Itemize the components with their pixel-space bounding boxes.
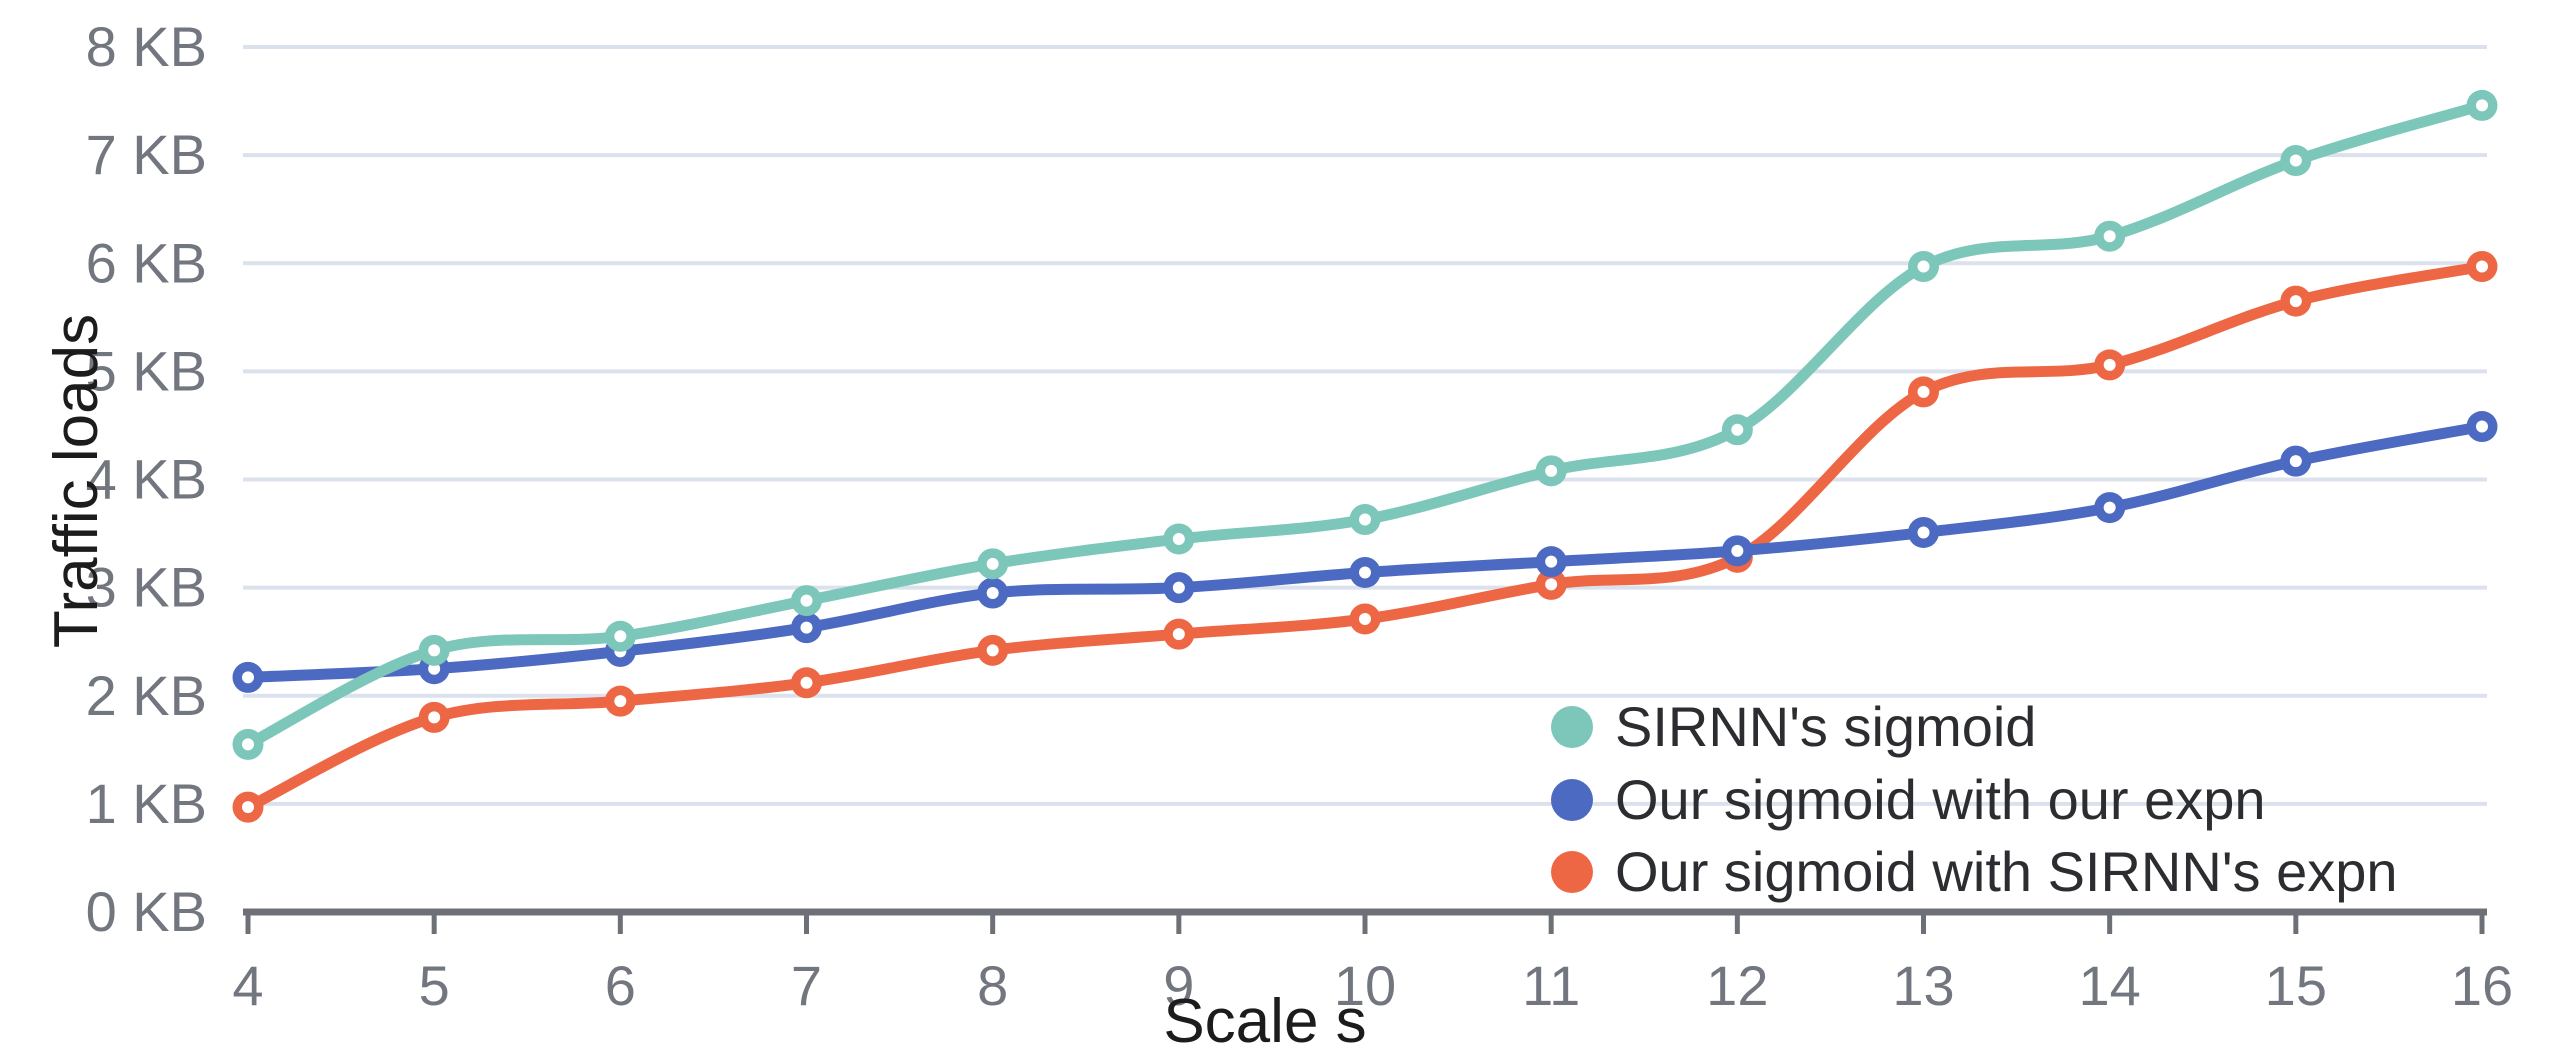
data-point-hole-sirnn-s-sigmoid-x15 <box>2289 154 2302 167</box>
series-line-sirnn-s-sigmoid <box>242 99 2488 750</box>
data-point-hole-sirnn-s-sigmoid-x5 <box>428 644 441 657</box>
data-point-hole-our-sigmoid-with-sirnn-s-expn-x14 <box>2103 358 2116 371</box>
data-point-hole-our-sigmoid-with-sirnn-s-expn-x16 <box>2476 260 2488 273</box>
x-tick-label-4: 4 <box>232 954 263 1017</box>
data-point-hole-our-sigmoid-with-sirnn-s-expn-x5 <box>428 711 441 724</box>
y-tick-label-2kb: 2 KB <box>86 664 207 727</box>
data-point-hole-our-sigmoid-with-sirnn-s-expn-x7 <box>800 676 813 689</box>
data-point-hole-our-sigmoid-with-sirnn-s-expn-x4 <box>242 801 254 814</box>
x-tick-label-13: 13 <box>1892 954 1954 1017</box>
legend-item-our-sigmoid-sirnns-expn: Our sigmoid with SIRNN's expn <box>1551 840 2398 903</box>
data-point-hole-our-sigmoid-with-sirnn-s-expn-x15 <box>2289 295 2302 308</box>
y-tick-label-6kb: 6 KB <box>86 231 207 294</box>
legend-item-our-sigmoid-our-expn: Our sigmoid with our expn <box>1551 768 2266 831</box>
series-layer <box>232 89 2498 823</box>
data-point-hole-our-sigmoid-with-sirnn-s-expn-x9 <box>1172 628 1185 641</box>
x-tick-label-8: 8 <box>977 954 1008 1017</box>
legend-marker-orange-icon <box>1551 851 1593 893</box>
data-point-hole-our-sigmoid-with-sirnn-s-expn-x13 <box>1917 385 1930 398</box>
y-tick-label-5kb: 5 KB <box>86 339 207 402</box>
data-point-hole-sirnn-s-sigmoid-x9 <box>1172 532 1185 545</box>
data-point-hole-sirnn-s-sigmoid-x13 <box>1917 260 1930 273</box>
x-tick-label-14: 14 <box>2079 954 2141 1017</box>
legend-marker-teal-icon <box>1551 706 1593 748</box>
axis-layer <box>243 908 2487 934</box>
y-tick-label-3kb: 3 KB <box>86 556 207 619</box>
y-tick-label-8kb: 8 KB <box>86 15 207 78</box>
y-tick-label-0kb: 0 KB <box>86 880 207 943</box>
data-point-hole-sirnn-s-sigmoid-x7 <box>800 594 813 607</box>
data-point-hole-our-sigmoid-with-sirnn-s-expn-x11 <box>1545 578 1558 591</box>
legend-item-sirnns-sigmoid: SIRNN's sigmoid <box>1551 695 2036 758</box>
data-point-hole-sirnn-s-sigmoid-x14 <box>2103 230 2116 243</box>
data-point-hole-our-sigmoid-with-our-expn-x4 <box>242 671 254 684</box>
x-tick-label-5: 5 <box>419 954 450 1017</box>
data-point-hole-our-sigmoid-with-our-expn-x13 <box>1917 526 1930 539</box>
data-point-hole-our-sigmoid-with-our-expn-x15 <box>2289 455 2302 468</box>
data-point-hole-our-sigmoid-with-sirnn-s-expn-x10 <box>1359 612 1371 625</box>
legend-label-sirnns-sigmoid: SIRNN's sigmoid <box>1615 695 2036 758</box>
data-point-hole-our-sigmoid-with-our-expn-x12 <box>1731 544 1744 557</box>
data-point-hole-sirnn-s-sigmoid-x10 <box>1359 513 1371 526</box>
y-tick-label-1kb: 1 KB <box>86 772 207 835</box>
legend: SIRNN's sigmoid Our sigmoid with our exp… <box>1551 695 2398 903</box>
data-point-hole-our-sigmoid-with-our-expn-x5 <box>428 662 441 675</box>
x-tick-label-6: 6 <box>605 954 636 1017</box>
x-tick-label-15: 15 <box>2265 954 2327 1017</box>
data-point-hole-sirnn-s-sigmoid-x11 <box>1545 464 1558 477</box>
series-our-sigmoid-with-sirnn-s-expn <box>232 250 2498 823</box>
series-line-our-sigmoid-with-sirnn-s-expn <box>242 261 2488 813</box>
data-point-hole-sirnn-s-sigmoid-x8 <box>986 557 999 570</box>
x-tick-label-16: 16 <box>2451 954 2513 1017</box>
data-point-hole-our-sigmoid-with-our-expn-x16 <box>2476 420 2488 433</box>
tick-labels-layer: 4 5 6 7 8 9 10 11 12 13 14 15 16 0 KB 1 KB 2 KB 3 KB 4 KB… <box>86 15 2514 1017</box>
data-point-hole-our-sigmoid-with-sirnn-s-expn-x6 <box>614 695 627 708</box>
data-point-hole-our-sigmoid-with-our-expn-x10 <box>1359 566 1371 579</box>
data-point-hole-our-sigmoid-with-our-expn-x11 <box>1545 555 1558 568</box>
data-point-hole-our-sigmoid-with-our-expn-x7 <box>800 621 813 634</box>
gridlines-layer <box>243 45 2487 806</box>
x-tick-label-12: 12 <box>1706 954 1768 1017</box>
x-tick-label-11: 11 <box>1522 954 1580 1017</box>
legend-label-our-sigmoid-our-expn: Our sigmoid with our expn <box>1615 768 2266 831</box>
data-point-hole-our-sigmoid-with-our-expn-x14 <box>2103 501 2116 514</box>
data-point-hole-our-sigmoid-with-our-expn-x8 <box>986 587 999 600</box>
series-sirnn-s-sigmoid <box>232 89 2498 760</box>
x-tick-label-7: 7 <box>791 954 822 1017</box>
series-our-sigmoid-with-our-expn <box>232 411 2498 693</box>
data-point-hole-our-sigmoid-with-sirnn-s-expn-x8 <box>986 644 999 657</box>
x-axis-title: Scale s <box>1163 987 1366 1052</box>
y-tick-label-4kb: 4 KB <box>86 448 207 511</box>
data-point-hole-sirnn-s-sigmoid-x16 <box>2476 99 2488 112</box>
data-point-hole-our-sigmoid-with-our-expn-x9 <box>1172 581 1185 594</box>
data-point-hole-sirnn-s-sigmoid-x12 <box>1731 423 1744 436</box>
y-axis-title: Traffic loads <box>42 314 111 648</box>
x-tick-label-9: 9 <box>1163 954 1194 1017</box>
legend-label-our-sigmoid-sirnns-expn: Our sigmoid with SIRNN's expn <box>1615 840 2398 903</box>
data-point-hole-sirnn-s-sigmoid-x6 <box>614 630 627 643</box>
x-tick-label-10: 10 <box>1334 954 1396 1017</box>
legend-marker-blue-icon <box>1551 779 1593 821</box>
data-point-hole-sirnn-s-sigmoid-x4 <box>242 738 254 751</box>
y-tick-label-7kb: 7 KB <box>86 123 207 186</box>
